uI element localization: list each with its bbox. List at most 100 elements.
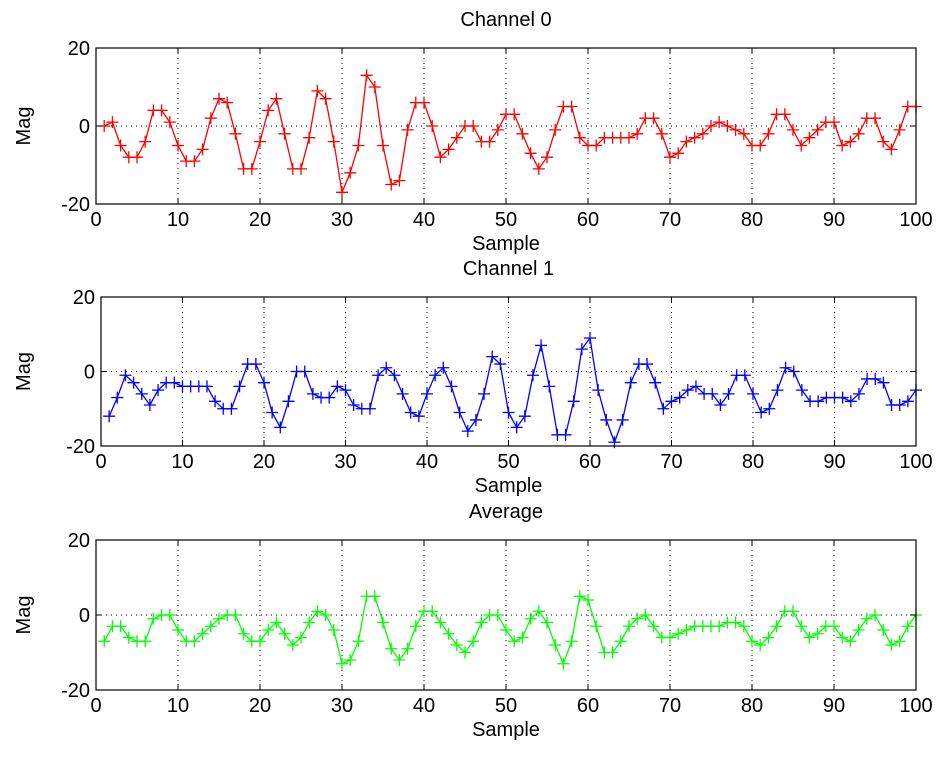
x-axis-label: Sample xyxy=(472,233,540,255)
x-tick-label: 10 xyxy=(171,451,193,473)
data-point xyxy=(508,108,521,121)
data-point xyxy=(204,112,217,125)
data-point xyxy=(306,387,319,400)
data-point xyxy=(196,627,209,640)
data-point xyxy=(844,635,857,648)
data-point xyxy=(467,635,480,648)
chart-title: Channel 0 xyxy=(460,9,551,31)
data-point xyxy=(303,131,316,144)
data-point xyxy=(401,123,414,136)
data-point xyxy=(339,384,352,397)
x-tick-label: 10 xyxy=(167,695,189,717)
data-point xyxy=(600,413,613,426)
data-point xyxy=(729,616,742,629)
data-point xyxy=(762,127,775,140)
data-point xyxy=(461,425,474,438)
data-point xyxy=(282,395,295,408)
y-tick-label: 20 xyxy=(73,287,95,309)
data-point xyxy=(502,406,515,419)
data-point xyxy=(434,616,447,629)
data-point xyxy=(532,162,545,175)
data-point xyxy=(655,127,668,140)
data-point xyxy=(119,369,132,382)
data-point xyxy=(347,399,360,412)
data-point xyxy=(409,620,422,633)
data-point xyxy=(483,135,496,148)
data-point xyxy=(114,139,127,152)
data-point xyxy=(377,139,389,152)
data-point xyxy=(706,387,719,400)
y-tick-label: 20 xyxy=(68,530,90,552)
x-tick-label: 60 xyxy=(577,695,599,717)
data-point xyxy=(590,620,603,633)
data-point xyxy=(295,162,307,175)
data-point xyxy=(623,131,635,144)
data-point xyxy=(713,620,726,633)
data-point xyxy=(401,642,414,655)
data-point xyxy=(295,631,307,644)
data-point xyxy=(404,406,417,419)
data-point xyxy=(258,376,270,389)
data-point xyxy=(812,395,825,408)
data-point xyxy=(524,147,537,160)
x-tick-label: 90 xyxy=(823,451,845,473)
data-point xyxy=(672,627,685,640)
x-tick-label: 20 xyxy=(249,695,271,717)
data-point xyxy=(828,620,840,633)
data-point xyxy=(336,186,348,199)
data-point xyxy=(869,112,881,125)
data-point xyxy=(535,339,548,352)
data-point xyxy=(237,627,250,640)
data-point xyxy=(298,365,311,378)
x-tick-label: 30 xyxy=(331,209,353,231)
data-point xyxy=(106,116,119,129)
data-point xyxy=(582,594,594,606)
data-point xyxy=(543,380,556,393)
data-point xyxy=(852,624,865,636)
data-point xyxy=(303,616,316,629)
data-point xyxy=(869,609,881,621)
data-point xyxy=(893,399,906,412)
data-point xyxy=(721,120,734,132)
data-point xyxy=(200,380,213,393)
data-point xyxy=(714,399,727,412)
data-point xyxy=(737,620,750,633)
data-point xyxy=(549,123,562,136)
data-point xyxy=(388,369,401,382)
data-point xyxy=(442,627,455,640)
data-point xyxy=(445,380,458,393)
data-point xyxy=(467,120,480,132)
data-point xyxy=(168,376,181,389)
data-point xyxy=(606,646,619,659)
data-point xyxy=(245,162,258,175)
data-point xyxy=(573,131,586,144)
data-point xyxy=(266,406,279,419)
data-point xyxy=(491,609,504,621)
data-point xyxy=(592,384,605,397)
data-point xyxy=(877,135,890,148)
data-point xyxy=(852,127,865,140)
data-point xyxy=(319,92,332,105)
data-point xyxy=(844,135,857,148)
data-point xyxy=(885,143,898,156)
data-point xyxy=(877,624,890,636)
data-point xyxy=(584,331,596,344)
data-point xyxy=(163,116,176,129)
data-point xyxy=(737,127,750,140)
x-tick-label: 90 xyxy=(823,695,845,717)
data-point xyxy=(516,127,529,140)
data-point xyxy=(147,612,160,625)
data-point xyxy=(478,387,491,400)
data-point xyxy=(795,139,808,152)
data-point xyxy=(778,108,791,121)
data-point xyxy=(565,100,578,113)
data-point xyxy=(139,635,152,648)
x-tick-label: 20 xyxy=(253,451,275,473)
y-tick-label: 0 xyxy=(79,116,90,138)
data-point xyxy=(327,135,340,148)
data-point xyxy=(623,620,635,633)
data-point xyxy=(575,343,588,356)
subplot-2: 0 10 20 30 40 50 60 70 80 90 100-20020AverageSampl… xyxy=(13,501,933,741)
data-point xyxy=(434,151,447,164)
